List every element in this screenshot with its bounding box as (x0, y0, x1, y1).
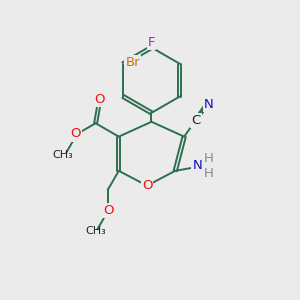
Text: Br: Br (125, 56, 140, 69)
Text: O: O (103, 204, 113, 217)
Text: H: H (203, 152, 213, 165)
Text: H: H (203, 167, 213, 180)
Text: N: N (192, 159, 202, 172)
Text: CH₃: CH₃ (85, 226, 106, 236)
Text: O: O (142, 179, 152, 192)
Text: O: O (70, 128, 81, 140)
Text: O: O (94, 93, 105, 106)
Text: F: F (148, 36, 155, 49)
Text: CH₃: CH₃ (52, 150, 73, 160)
Text: N: N (204, 98, 214, 111)
Text: C: C (191, 114, 200, 127)
